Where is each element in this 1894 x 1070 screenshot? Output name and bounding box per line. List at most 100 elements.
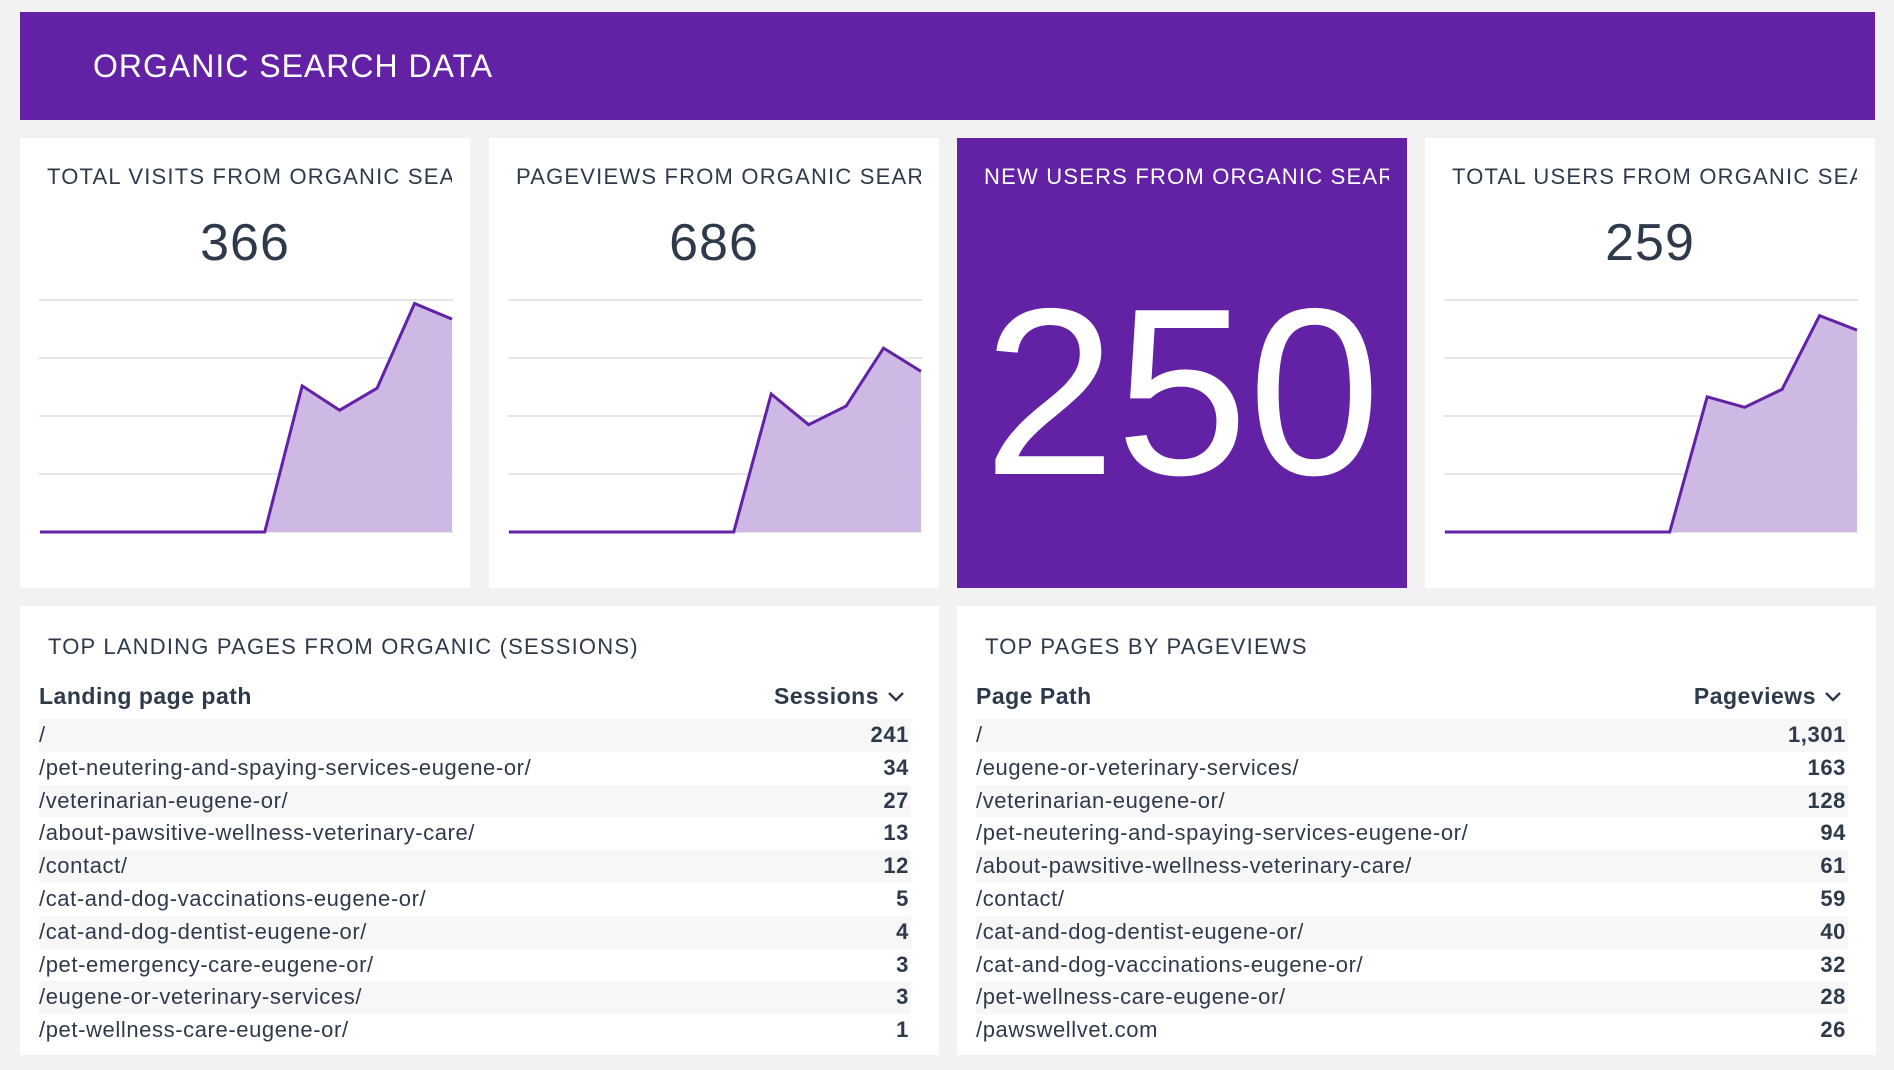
table-header: Landing page path Sessions [39,676,911,716]
page-path: /cat-and-dog-dentist-eugene-or/ [976,918,1305,944]
metric-value: 26 [1820,1017,1846,1043]
page-path: /pet-emergency-care-eugene-or/ [39,951,374,977]
table-body: / 1,301/eugene-or-veterinary-services/163… [976,719,1848,1047]
table-row: /about-pawsitive-wellness-veterinary-car… [39,817,911,850]
table-row: /cat-and-dog-dentist-eugene-or/40 [976,915,1848,949]
table-row: /pet-wellness-care-eugene-or/1 [39,1014,911,1047]
table-row: /pet-emergency-care-eugene-or/3 [39,949,911,982]
page-path: /about-pawsitive-wellness-veterinary-car… [976,853,1413,879]
kpi-title: TOTAL USERS FROM ORGANIC SEARCH [1452,164,1857,189]
metric-value: 163 [1807,754,1846,780]
column-header: Page Path [976,683,1092,709]
metric-value: 40 [1820,918,1846,944]
kpi-title: PAGEVIEWS FROM ORGANIC SEARCH [516,164,921,189]
table-row: /cat-and-dog-vaccinations-eugene-or/5 [39,883,911,916]
kpi-value: 686 [669,214,759,272]
metric-value: 5 [896,885,909,911]
metric-value: 13 [883,820,909,846]
page-path: /contact/ [39,853,128,879]
sort-icon [1825,692,1841,702]
metric-value: 59 [1820,885,1846,911]
page-path: /cat-and-dog-vaccinations-eugene-or/ [976,951,1364,977]
table-row: /pawswellvet.com 26 [976,1014,1848,1047]
metric-value: 94 [1820,820,1846,846]
metric-value: 241 [870,722,909,747]
kpi-title: TOTAL VISITS FROM ORGANIC SEARCH [47,164,452,189]
sparkline-line [40,301,453,534]
metric-value: 128 [1807,787,1846,813]
table-row: / 241 [39,719,911,752]
kpi-card: PAGEVIEWS FROM ORGANIC SEARCH 686 [489,138,939,588]
page-path: /pawswellvet.com [976,1017,1158,1043]
column-header[interactable]: Pageviews [1693,683,1816,709]
page-path: /about-pawsitive-wellness-veterinary-car… [39,820,476,846]
sort-chevron [1825,692,1841,702]
column-header: Landing page path [39,683,252,709]
page-path: /cat-and-dog-dentist-eugene-or/ [39,918,368,944]
sparkline-area [1445,315,1857,532]
table-row: /pet-neutering-and-spaying-services-euge… [39,752,911,785]
kpi-card: TOTAL USERS FROM ORGANIC SEARCH 259 [1425,138,1875,588]
sparkline-area [509,348,921,532]
table-row: /veterinarian-eugene-or/128 [976,784,1848,818]
table-row: /cat-and-dog-dentist-eugene-or/4 [39,915,911,949]
page-path: /contact/ [976,885,1065,911]
sparkline-line [1445,313,1858,534]
table-header: Page Path Pageviews [976,676,1848,716]
metric-value: 3 [896,951,909,977]
sparkline [1444,299,1858,534]
page-path: /eugene-or-veterinary-services/ [39,984,363,1010]
table-title: TOP PAGES BY PAGEVIEWS [985,634,1308,659]
kpi-value: 366 [200,214,290,272]
table-row: /contact/59 [976,883,1848,916]
header-title: ORGANIC SEARCH DATA [93,48,494,84]
table-panel: TOP PAGES BY PAGEVIEWS Page Path Pageviews… [957,606,1876,1055]
table-body: / 241/pet-neutering-and-spaying-services-… [39,719,911,1047]
page-path: /pet-neutering-and-spaying-services-euge… [39,754,532,780]
table-row: /eugene-or-veterinary-services/163 [976,752,1848,785]
sparkline-line [509,346,922,534]
metric-value: 34 [883,754,909,780]
table-row: /cat-and-dog-vaccinations-eugene-or/32 [976,949,1848,982]
metric-value: 1,301 [1787,722,1846,747]
page-path: / [39,722,46,747]
metric-value: 12 [883,853,909,879]
page-path: /cat-and-dog-vaccinations-eugene-or/ [39,885,427,911]
kpi-card: NEW USERS FROM ORGANIC SEARCH 250 [957,138,1407,588]
sort-chevron [888,692,904,702]
page-path: / [976,722,983,747]
metric-value: 1 [896,1017,909,1043]
page-path: /pet-neutering-and-spaying-services-euge… [976,820,1469,846]
kpi-title: NEW USERS FROM ORGANIC SEARCH [984,164,1389,189]
kpi-card: TOTAL VISITS FROM ORGANIC SEARCH 366 [20,138,470,588]
table-row: /eugene-or-veterinary-services/3 [39,981,911,1015]
sparkline [39,299,453,534]
sparkline [508,299,922,534]
table-row: /veterinarian-eugene-or/27 [39,784,911,818]
metric-value: 28 [1820,984,1846,1010]
page-path: /eugene-or-veterinary-services/ [976,754,1300,780]
page-path: /pet-wellness-care-eugene-or/ [39,1017,349,1043]
kpi-value: 259 [1605,214,1695,272]
sparkline-area [40,303,452,532]
metric-value: 27 [883,787,909,813]
header-bar: ORGANIC SEARCH DATA [20,12,1875,120]
metric-value: 32 [1820,951,1846,977]
metric-value: 4 [896,918,909,944]
page-path: /pet-wellness-care-eugene-or/ [976,984,1286,1010]
table-row: /about-pawsitive-wellness-veterinary-car… [976,850,1848,883]
table-title: TOP LANDING PAGES FROM ORGANIC (SESSIONS… [48,634,639,659]
table-panel: TOP LANDING PAGES FROM ORGANIC (SESSIONS… [20,606,939,1055]
column-header[interactable]: Sessions [774,683,879,709]
page-path: /veterinarian-eugene-or/ [976,787,1226,813]
table-row: / 1,301 [976,719,1848,752]
metric-value: 61 [1820,853,1846,879]
metric-value: 3 [896,984,909,1010]
sort-icon [888,692,904,702]
table-row: /pet-neutering-and-spaying-services-euge… [976,817,1848,850]
table-row: /contact/12 [39,850,911,883]
page-path: /veterinarian-eugene-or/ [39,787,289,813]
kpi-value: 250 [983,260,1381,525]
table-row: /pet-wellness-care-eugene-or/28 [976,981,1848,1015]
